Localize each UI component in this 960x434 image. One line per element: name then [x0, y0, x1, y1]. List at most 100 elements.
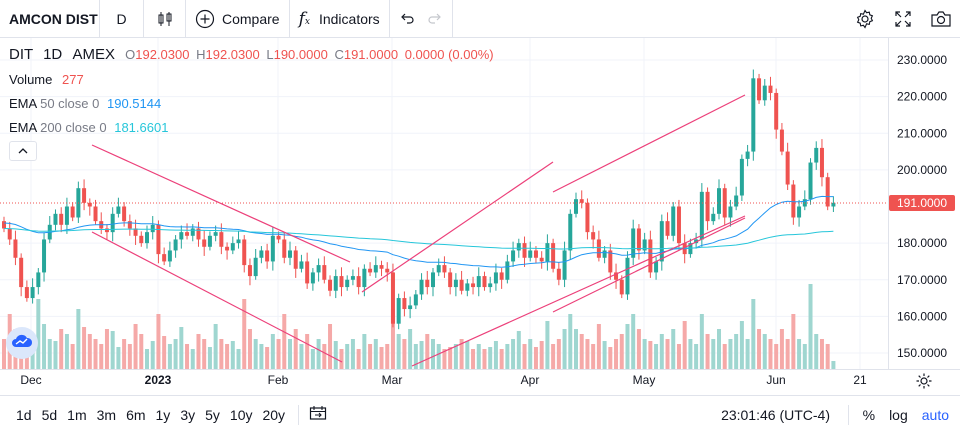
volume-bar — [694, 344, 699, 369]
volume-bar — [150, 341, 155, 369]
fullscreen-button[interactable] — [884, 0, 922, 38]
volume-bar — [390, 309, 395, 369]
symbol-search-button[interactable]: AMCON DIST — [0, 0, 100, 38]
volume-bar — [722, 344, 727, 369]
close-label: C — [334, 47, 344, 62]
candle-body — [699, 191, 704, 240]
candle-body — [133, 228, 138, 236]
candle-body — [293, 250, 298, 269]
time-tick-label: Jun — [766, 373, 785, 387]
volume-bar — [87, 334, 92, 369]
candle-body — [533, 250, 538, 258]
legend-collapse-button[interactable] — [9, 141, 37, 161]
candle-body — [654, 261, 659, 273]
camera-icon — [930, 10, 952, 28]
candle-body — [608, 250, 613, 273]
range-5y[interactable]: 5y — [205, 406, 220, 423]
volume-bar — [602, 341, 607, 369]
ema200-legend[interactable]: EMA 200 close 0 181.6601 — [9, 120, 168, 135]
indicators-button[interactable]: fx Indicators — [290, 0, 390, 38]
divider — [298, 404, 300, 425]
range-10y[interactable]: 10y — [229, 406, 253, 423]
chart-style-button[interactable] — [144, 0, 186, 38]
candle-body — [574, 199, 578, 214]
volume-bar — [265, 347, 270, 369]
bottom-toolbar: 1d 5d 1m 3m 6m 1y 3y 5y 10y 20y 23:01:46… — [0, 395, 960, 433]
volume-bar — [82, 327, 87, 369]
candle-body — [7, 228, 12, 240]
percent-toggle[interactable]: % — [862, 407, 876, 423]
candle-body — [539, 257, 544, 262]
price-chart[interactable]: 230.0000 220.0000 210.0000 200.0000 180.0000… — [0, 38, 960, 395]
candle-body — [671, 206, 676, 236]
ema200-value: 181.6601 — [114, 120, 169, 135]
candle-body — [150, 224, 155, 233]
candle-body — [213, 232, 218, 236]
volume-bar — [671, 329, 676, 369]
range-1m[interactable]: 1m — [67, 406, 87, 423]
candle-body — [757, 78, 762, 101]
candle-body — [299, 261, 304, 269]
ohlc-legend: DIT 1D AMEX O192.0300 H192.0300 L190.000… — [9, 46, 494, 63]
trend-line — [91, 144, 351, 263]
candle-body — [345, 279, 350, 288]
candle-body — [82, 188, 87, 203]
range-1d[interactable]: 1d — [16, 406, 32, 423]
volume-bar — [110, 331, 115, 369]
candle-body — [87, 202, 92, 207]
candle-body — [425, 279, 430, 288]
time-axis-settings-icon[interactable] — [915, 372, 933, 395]
candle-body — [505, 261, 510, 280]
log-toggle[interactable]: log — [889, 407, 908, 423]
compare-button[interactable]: Compare — [186, 0, 290, 38]
volume-bar — [757, 329, 762, 369]
candle-body — [225, 246, 230, 251]
top-toolbar: AMCON DIST D Compare fx Indicators — [0, 0, 960, 38]
legend-ticker[interactable]: DIT — [9, 46, 33, 63]
volume-legend[interactable]: Volume 277 — [9, 72, 84, 87]
interval-button[interactable]: D — [100, 0, 144, 38]
range-3y[interactable]: 3y — [180, 406, 196, 423]
volume-bar — [36, 299, 41, 369]
volume-bar — [762, 334, 767, 369]
candle-body — [665, 221, 670, 236]
trend-line — [91, 231, 343, 363]
candle-body — [202, 239, 207, 247]
settings-button[interactable] — [846, 0, 884, 38]
volume-bar — [190, 349, 195, 369]
volume-bar — [47, 339, 52, 369]
range-1y[interactable]: 1y — [155, 406, 171, 423]
candle-body — [350, 276, 355, 280]
candle-body — [276, 235, 281, 240]
candle-body — [110, 213, 115, 233]
volume-bar — [745, 339, 750, 369]
candle-body — [19, 257, 24, 288]
range-6m[interactable]: 6m — [126, 406, 146, 423]
undo-icon[interactable] — [399, 11, 415, 27]
candle-body — [339, 276, 344, 288]
volume-bar — [797, 339, 802, 369]
candle-body — [453, 279, 458, 288]
redo-icon[interactable] — [427, 11, 443, 27]
range-20y[interactable]: 20y — [262, 406, 286, 423]
tradingview-logo[interactable] — [6, 327, 38, 359]
time-axis: Dec 2023 Feb Mar Apr May Jun 21 — [20, 373, 867, 387]
go-to-date-icon[interactable] — [309, 405, 327, 424]
ema50-legend[interactable]: EMA 50 close 0 190.5144 — [9, 96, 161, 111]
range-5d[interactable]: 5d — [41, 406, 58, 423]
candle-body — [322, 265, 327, 280]
candle-body — [659, 221, 664, 262]
candle-body — [762, 85, 767, 101]
time-tick-label: Dec — [20, 373, 41, 387]
candle-body — [717, 188, 721, 214]
candle-body — [488, 283, 493, 288]
screenshot-button[interactable] — [922, 0, 960, 38]
range-3m[interactable]: 3m — [96, 406, 117, 423]
volume-bar — [179, 327, 184, 369]
candle-body — [745, 151, 750, 159]
auto-toggle[interactable]: auto — [921, 407, 949, 423]
candle-body — [431, 272, 435, 288]
volume-bar — [70, 344, 75, 369]
clock-timezone[interactable]: 23:01:46 (UTC-4) — [721, 407, 830, 423]
volume-bar — [682, 321, 687, 369]
